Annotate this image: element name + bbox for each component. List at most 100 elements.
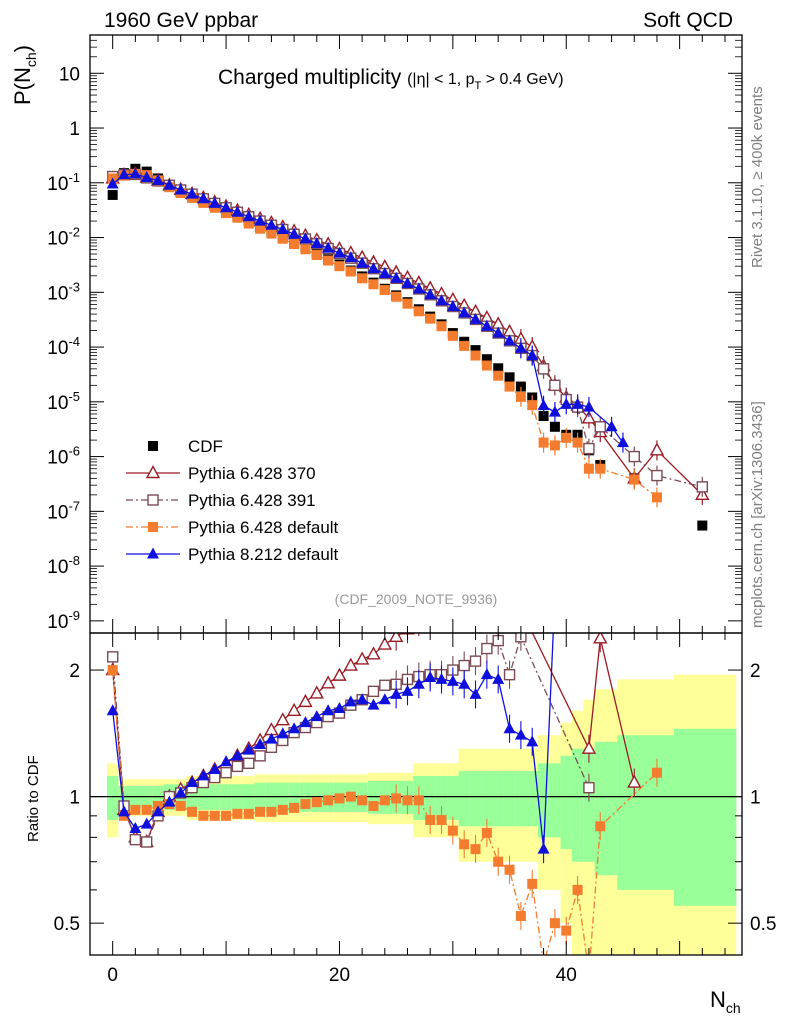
legend-label: CDF [188,437,223,456]
data-point [323,255,334,266]
data-point [402,298,413,309]
bottom-plot-layer [90,633,742,978]
data-point [378,267,391,279]
data-point [288,227,301,239]
y-tick-label: 10-8 [47,553,80,578]
legend-marker [147,494,159,506]
ratio-point [175,800,186,811]
ratio-point [243,808,254,819]
x-tick-label: 40 [556,965,577,986]
data-point [459,340,470,351]
ratio-point [367,685,380,698]
data-point [582,400,595,412]
data-point [208,196,221,208]
y-tick-label: 10-5 [47,389,80,414]
data-point [140,170,153,182]
ratio-point [129,821,142,833]
data-point [504,381,515,392]
ratio-point [255,806,266,817]
top-y-tick-labels: 10-9 10-8 10-7 10-6 10-5 10-4 10-3 10-2 10-1 1 10 [47,64,80,633]
ratio-y-tick-label-right: 1 [750,788,761,809]
ratio-point [527,878,538,889]
legend-label: Pythia 6.428 391 [188,491,316,510]
data-point [504,372,515,383]
data-point [379,285,390,296]
band-inner [583,748,595,862]
ratio-point [595,821,606,832]
ratio-point [627,774,642,788]
ratio-point [107,665,118,676]
band-inner [673,728,737,906]
ratio-y-tick-label-right: 0.5 [750,914,776,935]
data-point [243,218,254,229]
band-inner [481,771,493,827]
data-point [299,232,312,244]
ratio-point [209,810,220,821]
ratio-point [265,732,278,744]
ratio-point [332,667,347,681]
ratio-point [584,968,594,978]
ratio-point [390,687,403,699]
ratio-point [265,741,278,754]
ratio-point [345,791,356,802]
data-point [616,436,629,448]
data-point [129,167,142,179]
band-inner [469,771,482,827]
data-point [424,288,437,300]
legend-marker [147,547,159,559]
ratio-point [357,795,368,806]
data-point [152,174,165,186]
ratio-point [141,804,152,815]
band-inner [549,763,561,838]
ratio-point [276,727,289,739]
data-point [391,291,402,302]
ratio-point [174,786,187,798]
data-point [242,210,255,222]
ratio-point [140,817,153,829]
ratio-point [368,800,379,811]
ratio-point [539,959,549,969]
ratio-point [469,687,482,699]
ratio-point [266,806,277,817]
top-frame [89,34,743,634]
legend-entry: Pythia 6.428 370 [126,464,316,483]
ratio-point [425,814,436,825]
ratio-point [388,633,404,642]
x-tick-label: 0 [107,965,118,986]
data-point [266,228,277,239]
ratio-y-axis-label: Ratio to CDF [25,755,42,842]
ratio-point [458,659,470,672]
data-point [538,437,549,448]
series-line [112,173,658,498]
ratio-point [254,750,266,762]
ratio-point [480,668,493,680]
data-point [333,246,346,258]
bottom-panel: 0.5 0.51 12 20 20 40 Ratio to CDF Nch [25,632,776,1016]
ratio-point [320,675,336,689]
ratio-line [112,633,554,850]
data-point [548,405,561,417]
legend-entry: CDF [148,437,223,456]
y-tick-label: 10-3 [47,279,80,304]
ratio-point [289,802,300,813]
data-point [561,432,572,443]
ratio-point [549,918,560,929]
data-point [345,266,356,277]
ratio-point [208,763,221,775]
data-point [481,360,492,371]
data-point [436,321,447,332]
ratio-point [220,755,233,767]
ratio-point [378,693,391,705]
data-point [311,250,322,261]
band-inner [435,775,448,820]
data-point [265,218,278,230]
data-point [493,363,504,374]
ratio-point [197,769,210,781]
legend-entry: Pythia 6.428 391 [126,491,316,510]
data-point [186,187,199,199]
data-point [537,363,550,375]
ratio-point [581,740,597,754]
header-left: 1960 GeV ppbar [104,9,258,32]
data-point [628,450,640,463]
data-point [697,520,708,531]
